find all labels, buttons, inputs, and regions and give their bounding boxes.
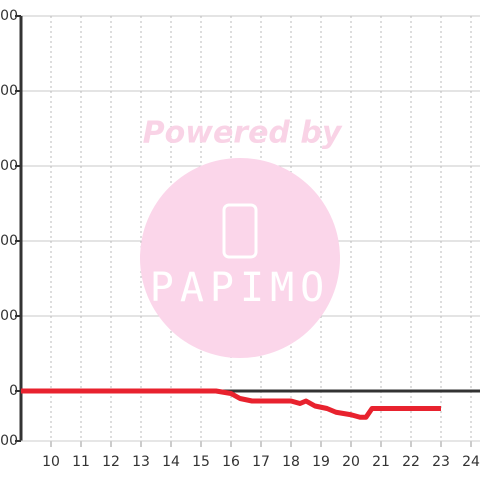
y-tick-label: -20,000 xyxy=(0,433,18,449)
x-tick-label: 17 xyxy=(252,454,270,470)
x-tick-label: 22 xyxy=(402,454,420,470)
line-series xyxy=(21,388,441,420)
x-tick-label: 10 xyxy=(42,454,60,470)
watermark-logo: PAPIMO xyxy=(150,265,331,311)
x-tick-label: 18 xyxy=(282,454,300,470)
x-tick-label: 19 xyxy=(312,454,330,470)
x-tick-label: 12 xyxy=(102,454,120,470)
x-tick-label: 20 xyxy=(342,454,360,470)
watermark-text: Powered by xyxy=(143,116,343,151)
x-tick-label: 21 xyxy=(372,454,390,470)
watermark-icon xyxy=(222,203,258,259)
x-tick-label: 24 xyxy=(462,454,480,470)
x-tick-label: 16 xyxy=(222,454,240,470)
x-tick-label: 13 xyxy=(132,454,150,470)
y-tick-label: 150,000 xyxy=(0,8,18,24)
y-tick-label: 120,000 xyxy=(0,83,18,99)
x-tick-label: 15 xyxy=(192,454,210,470)
x-tick-label: 23 xyxy=(432,454,450,470)
x-tick-label: 11 xyxy=(72,454,90,470)
y-tick-label: 60,000 xyxy=(0,233,18,249)
x-tick-label: 14 xyxy=(162,454,180,470)
y-tick-label: 30,000 xyxy=(0,308,18,324)
y-tick-label: 90,000 xyxy=(0,158,18,174)
y-tick-label: 0 xyxy=(9,383,18,399)
